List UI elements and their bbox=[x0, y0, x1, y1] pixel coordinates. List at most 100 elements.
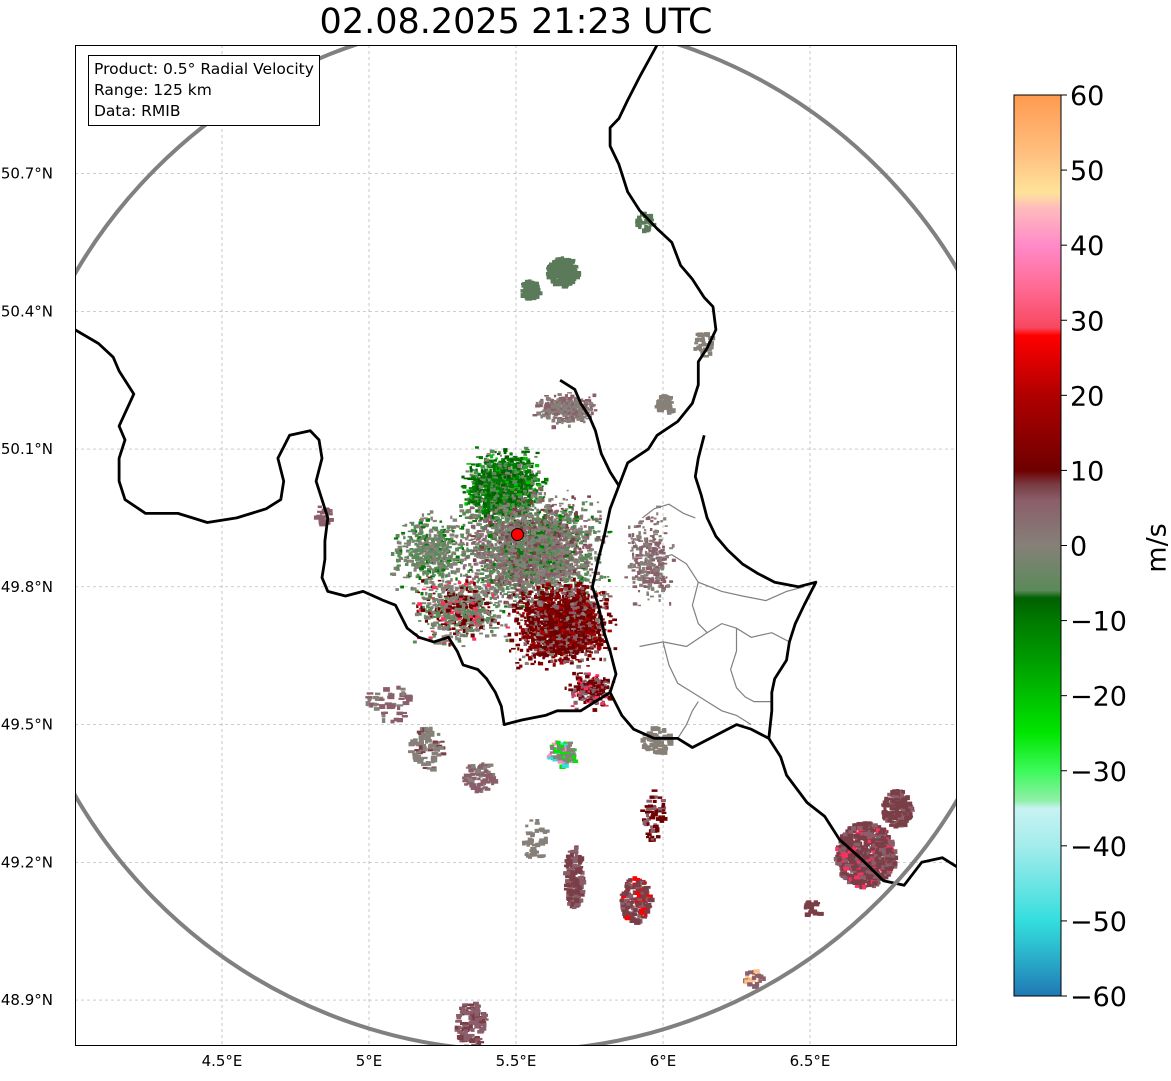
velocity-pixel bbox=[564, 508, 569, 510]
velocity-pixel bbox=[511, 517, 516, 520]
velocity-pixel bbox=[484, 575, 490, 577]
velocity-pixel bbox=[567, 520, 572, 524]
velocity-pixel bbox=[486, 471, 489, 475]
velocity-pixel bbox=[485, 587, 489, 591]
velocity-pixel bbox=[525, 563, 529, 566]
velocity-pixel bbox=[480, 498, 484, 502]
velocity-pixel bbox=[570, 539, 574, 544]
velocity-pixel bbox=[520, 468, 526, 470]
velocity-pixel bbox=[485, 547, 488, 550]
velocity-pixel bbox=[532, 476, 538, 481]
velocity-pixel bbox=[535, 502, 540, 504]
velocity-pixel bbox=[504, 492, 508, 495]
velocity-pixel bbox=[514, 496, 518, 499]
velocity-pixel bbox=[493, 495, 497, 500]
velocity-pixel bbox=[566, 595, 571, 599]
velocity-pixel bbox=[548, 509, 552, 513]
velocity-pixel bbox=[450, 515, 453, 520]
velocity-pixel bbox=[460, 561, 463, 565]
velocity-pixel bbox=[482, 542, 485, 546]
velocity-pixel bbox=[501, 550, 505, 554]
velocity-pixel bbox=[486, 503, 491, 507]
velocity-pixel bbox=[528, 544, 531, 548]
velocity-pixel bbox=[590, 515, 594, 519]
velocity-pixel bbox=[534, 569, 539, 572]
map-plot-area[interactable] bbox=[5, 18, 1030, 1050]
velocity-pixel bbox=[564, 565, 569, 570]
velocity-pixel bbox=[598, 517, 602, 521]
velocity-pixel bbox=[569, 576, 573, 579]
velocity-pixel bbox=[491, 565, 496, 569]
velocity-pixel bbox=[530, 519, 534, 523]
velocity-pixel bbox=[505, 482, 509, 487]
velocity-pixel bbox=[602, 598, 606, 602]
velocity-pixel bbox=[525, 508, 529, 512]
velocity-pixel bbox=[578, 527, 583, 531]
velocity-pixel bbox=[526, 461, 531, 465]
velocity-pixel bbox=[509, 545, 514, 549]
velocity-pixel bbox=[490, 500, 494, 503]
velocity-pixel bbox=[511, 494, 515, 498]
velocity-pixel bbox=[474, 481, 479, 484]
velocity-pixel bbox=[566, 517, 572, 522]
velocity-pixel bbox=[551, 565, 554, 569]
velocity-pixel bbox=[546, 532, 550, 536]
velocity-pixel bbox=[527, 494, 532, 498]
velocity-pixel bbox=[497, 464, 502, 467]
velocity-pixel bbox=[477, 477, 482, 479]
velocity-pixel bbox=[536, 652, 540, 656]
velocity-pixel bbox=[531, 639, 535, 643]
velocity-pixel bbox=[517, 582, 520, 586]
velocity-pixel bbox=[586, 657, 589, 661]
velocity-pixel bbox=[483, 501, 489, 504]
velocity-pixel bbox=[486, 565, 491, 568]
velocity-pixel bbox=[521, 548, 525, 552]
velocity-pixel bbox=[566, 544, 570, 548]
velocity-pixel bbox=[515, 551, 519, 554]
velocity-pixel bbox=[541, 584, 545, 589]
velocity-pixel bbox=[585, 501, 588, 503]
velocity-pixel bbox=[524, 569, 529, 571]
velocity-pixel bbox=[580, 530, 585, 533]
velocity-pixel bbox=[505, 515, 508, 520]
velocity-pixel bbox=[545, 549, 548, 552]
velocity-pixel bbox=[460, 485, 464, 488]
velocity-pixel bbox=[489, 531, 493, 535]
velocity-pixel bbox=[589, 530, 592, 533]
velocity-pixel bbox=[501, 563, 504, 567]
velocity-pixel bbox=[508, 573, 512, 576]
velocity-pixel bbox=[484, 550, 488, 554]
velocity-pixel bbox=[595, 571, 601, 575]
velocity-pixel bbox=[565, 571, 569, 574]
velocity-pixel bbox=[567, 594, 571, 597]
velocity-pixel bbox=[545, 582, 551, 587]
velocity-pixel bbox=[524, 530, 528, 535]
velocity-pixel bbox=[536, 484, 542, 487]
velocity-pixel bbox=[505, 535, 509, 539]
velocity-pixel bbox=[522, 586, 527, 590]
velocity-pixel bbox=[525, 547, 529, 550]
velocity-pixel bbox=[519, 607, 523, 610]
velocity-pixel bbox=[482, 545, 487, 549]
velocity-pixel bbox=[464, 498, 468, 501]
velocity-pixel bbox=[523, 446, 529, 450]
velocity-pixel bbox=[526, 535, 529, 540]
velocity-pixel bbox=[571, 537, 576, 541]
velocity-pixel bbox=[493, 472, 497, 475]
velocity-pixel bbox=[525, 595, 528, 599]
velocity-pixel bbox=[505, 559, 508, 562]
velocity-pixel bbox=[531, 490, 537, 494]
velocity-pixel bbox=[545, 542, 549, 547]
velocity-pixel bbox=[585, 535, 589, 539]
velocity-pixel bbox=[540, 508, 545, 511]
velocity-pixel bbox=[543, 571, 547, 574]
velocity-pixel bbox=[509, 638, 515, 643]
velocity-pixel bbox=[560, 533, 564, 538]
velocity-pixel bbox=[565, 540, 570, 545]
velocity-pixel bbox=[514, 573, 518, 576]
velocity-pixel bbox=[612, 618, 617, 622]
velocity-pixel bbox=[507, 551, 511, 554]
velocity-pixel bbox=[580, 514, 584, 518]
velocity-pixel bbox=[469, 507, 475, 510]
velocity-pixel bbox=[499, 487, 502, 492]
